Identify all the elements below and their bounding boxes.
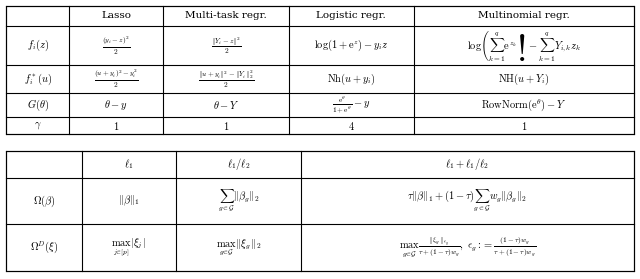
Text: Lasso: Lasso	[101, 11, 131, 20]
Text: $f_i(z)$: $f_i(z)$	[27, 38, 49, 53]
Text: $\max_{g\in\mathcal{G}}\|\xi_g\|_2$: $\max_{g\in\mathcal{G}}\|\xi_g\|_2$	[216, 237, 261, 258]
Text: $\theta - y$: $\theta - y$	[104, 98, 128, 112]
Text: $1$: $1$	[520, 119, 527, 132]
Text: $\mathrm{RowNorm}(\mathrm{e}^\theta)-Y$: $\mathrm{RowNorm}(\mathrm{e}^\theta)-Y$	[481, 97, 566, 113]
Text: $\Omega^D(\xi)$: $\Omega^D(\xi)$	[30, 239, 58, 255]
Text: $\max_{g\in\mathcal{G}}\frac{\|\xi_g\|_{\epsilon_g}}{\tau+(1-\tau)w_g},\; \epsil: $\max_{g\in\mathcal{G}}\frac{\|\xi_g\|_{…	[399, 235, 536, 260]
Text: $\log\!\left(\sum_{k=1}^q \mathrm{e}^{z_k}\right) - \sum_{k=1}^q Y_{i,k}z_k$: $\log\!\left(\sum_{k=1}^q \mathrm{e}^{z_…	[467, 28, 581, 62]
Text: $1$: $1$	[113, 119, 120, 132]
Text: $\Omega(\beta)$: $\Omega(\beta)$	[33, 193, 55, 209]
Bar	[6, 6, 634, 134]
Text: Multi-task regr.: Multi-task regr.	[185, 11, 267, 20]
Text: $f_i^*(u)$: $f_i^*(u)$	[24, 71, 52, 87]
Bar	[6, 151, 634, 271]
Text: $\frac{\|Y_i-z\|^2}{2}$: $\frac{\|Y_i-z\|^2}{2}$	[211, 35, 241, 56]
Text: $\ell_1$: $\ell_1$	[124, 157, 134, 171]
Text: Multinomial regr.: Multinomial regr.	[478, 11, 570, 20]
Text: $\frac{\mathrm{e}^\theta}{1+\mathrm{e}^\theta}-y$: $\frac{\mathrm{e}^\theta}{1+\mathrm{e}^\…	[332, 95, 371, 115]
Text: $1$: $1$	[223, 119, 229, 132]
Text: $\mathrm{Nh}(u+y_i)$: $\mathrm{Nh}(u+y_i)$	[327, 71, 376, 87]
Text: Logistic regr.: Logistic regr.	[317, 11, 386, 20]
Text: $\log(1+\mathrm{e}^z)-y_iz$: $\log(1+\mathrm{e}^z)-y_iz$	[314, 38, 388, 53]
Text: $G(\theta)$: $G(\theta)$	[27, 97, 49, 113]
Text: $\mathrm{NH}(u+Y_i)$: $\mathrm{NH}(u+Y_i)$	[498, 71, 550, 87]
Text: $\theta - Y$: $\theta - Y$	[212, 99, 239, 111]
Text: $\tau\|\beta\|_1 + (1-\tau)\sum_{g\in\mathcal{G}} w_g\|\beta_g\|_2$: $\tau\|\beta\|_1 + (1-\tau)\sum_{g\in\ma…	[408, 188, 527, 214]
Text: $\ell_1/\ell_2$: $\ell_1/\ell_2$	[227, 156, 250, 172]
Text: $\frac{\|u+y_i\|^2-\|Y_i\|_2^2}{2}$: $\frac{\|u+y_i\|^2-\|Y_i\|_2^2}{2}$	[198, 68, 254, 90]
Text: $\ell_1 + \ell_1/\ell_2$: $\ell_1 + \ell_1/\ell_2$	[445, 156, 490, 172]
Text: $\|\beta\|_1$: $\|\beta\|_1$	[118, 194, 140, 208]
Text: $\max_{j\in[p]}|\xi_j|$: $\max_{j\in[p]}|\xi_j|$	[111, 237, 147, 258]
Text: $\frac{(y_i-z)^2}{2}$: $\frac{(y_i-z)^2}{2}$	[102, 34, 131, 57]
Text: $4$: $4$	[348, 119, 355, 132]
Text: $\gamma$: $\gamma$	[34, 120, 42, 131]
Text: $\sum_{g\in\mathcal{G}}\|\beta_g\|_2$: $\sum_{g\in\mathcal{G}}\|\beta_g\|_2$	[218, 188, 259, 214]
Text: $\frac{(u+y_i)^2-y_i^2}{2}$: $\frac{(u+y_i)^2-y_i^2}{2}$	[94, 68, 138, 90]
